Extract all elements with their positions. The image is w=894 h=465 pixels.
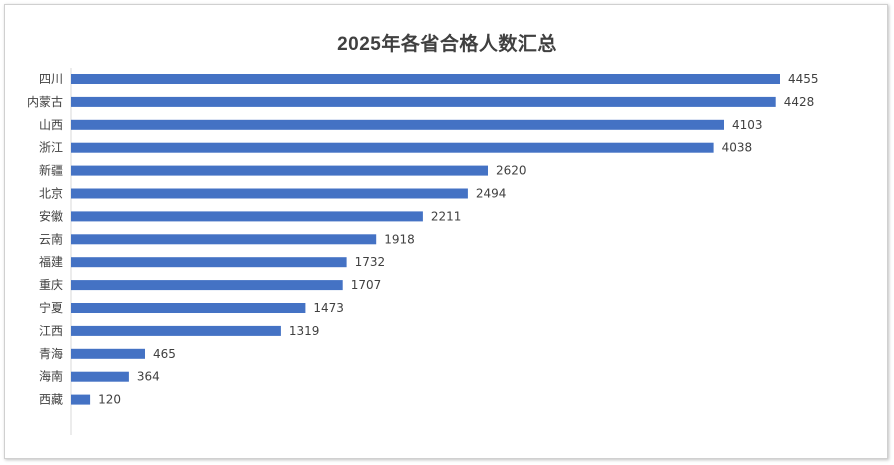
data-label-4: 2620 (496, 164, 527, 178)
data-label-12: 465 (153, 347, 176, 361)
data-label-8: 1732 (355, 255, 386, 269)
bar-12 (71, 348, 145, 359)
category-label-9: 重庆 (39, 278, 63, 292)
bar-7 (71, 234, 377, 245)
data-label-11: 1319 (289, 324, 320, 338)
data-label-5: 2494 (476, 187, 507, 201)
bar-10 (71, 303, 306, 313)
bar-4 (71, 165, 488, 176)
data-label-0: 4455 (788, 72, 819, 86)
data-label-1: 4428 (784, 95, 815, 109)
data-label-3: 4038 (722, 141, 753, 155)
category-label-10: 宁夏 (39, 300, 63, 315)
category-label-6: 安徽 (39, 208, 63, 223)
bar-5 (71, 188, 468, 199)
category-label-8: 福建 (39, 254, 63, 269)
category-label-0: 四川 (39, 72, 63, 86)
category-label-2: 山西 (39, 118, 63, 132)
bar-11 (71, 325, 281, 336)
bar-0 (71, 74, 780, 84)
bar-3 (71, 142, 714, 153)
bar-1 (71, 96, 776, 107)
bar-9 (71, 280, 343, 291)
category-label-11: 江西 (39, 324, 63, 338)
bar-2 (71, 119, 724, 130)
category-label-12: 青海 (39, 346, 63, 361)
category-label-4: 新疆 (39, 163, 63, 178)
data-label-9: 1707 (351, 278, 382, 292)
category-label-1: 内蒙古 (27, 94, 63, 109)
data-label-6: 2211 (431, 209, 462, 223)
data-label-10: 1473 (313, 301, 344, 315)
data-label-13: 364 (137, 370, 160, 384)
bar-6 (71, 211, 423, 222)
bar-14 (71, 394, 91, 405)
category-label-14: 西藏 (39, 393, 63, 407)
data-label-14: 120 (98, 393, 121, 407)
bar-8 (71, 257, 347, 268)
category-label-7: 云南 (39, 231, 63, 246)
chart-title: 2025年各省合格人数汇总 (337, 34, 557, 55)
data-label-2: 4103 (732, 118, 763, 132)
category-label-13: 海南 (39, 369, 63, 384)
data-label-7: 1918 (384, 232, 415, 246)
category-label-5: 北京 (39, 187, 63, 201)
category-label-3: 浙江 (39, 141, 63, 155)
bar-13 (71, 371, 129, 382)
